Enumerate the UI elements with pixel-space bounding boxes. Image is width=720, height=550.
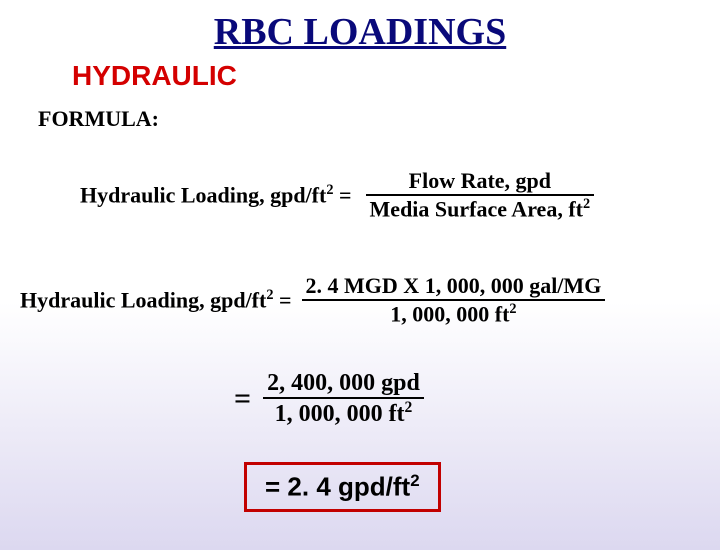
lhs-2-text: Hydraulic Loading, gpd/ft	[20, 287, 266, 312]
frac1-den-text: Media Surface Area, ft	[370, 196, 583, 221]
eq-sign-3: =	[234, 382, 251, 416]
lhs-2: Hydraulic Loading, gpd/ft2 =	[20, 287, 292, 313]
frac2-num: 2. 4 MGD X 1, 000, 000 gal/MG	[302, 273, 606, 299]
lhs-1-text: Hydraulic Loading, gpd/ft	[80, 182, 326, 207]
section-subtitle: HYDRAULIC	[72, 60, 720, 92]
frac1-den: Media Surface Area, ft2	[366, 196, 595, 222]
frac2-den: 1, 000, 000 ft2	[386, 301, 520, 327]
fraction-1: Flow Rate, gpd Media Surface Area, ft2	[366, 168, 595, 222]
lhs-2-sup: 2	[266, 287, 273, 303]
page-title: RBC LOADINGS	[0, 10, 720, 54]
lhs-1: Hydraulic Loading, gpd/ft2 =	[80, 182, 352, 208]
frac1-den-sup: 2	[583, 196, 590, 212]
result-sup: 2	[410, 471, 419, 490]
fraction-3: 2, 400, 000 gpd 1, 000, 000 ft2	[263, 370, 424, 428]
formula-row-3: = 2, 400, 000 gpd 1, 000, 000 ft2	[234, 370, 424, 428]
frac2-den-text: 1, 000, 000 ft	[390, 301, 509, 326]
fraction-2: 2. 4 MGD X 1, 000, 000 gal/MG 1, 000, 00…	[302, 273, 606, 327]
result-box: = 2. 4 gpd/ft2	[244, 462, 441, 512]
frac3-num: 2, 400, 000 gpd	[263, 370, 424, 397]
frac1-num: Flow Rate, gpd	[405, 168, 555, 194]
formula-row-1: Hydraulic Loading, gpd/ft2 = Flow Rate, …	[80, 168, 594, 222]
frac3-den-text: 1, 000, 000 ft	[275, 401, 405, 427]
formula-label: FORMULA:	[38, 106, 720, 132]
formula-row-2: Hydraulic Loading, gpd/ft2 = 2. 4 MGD X …	[20, 273, 605, 327]
result-text: = 2. 4 gpd/ft	[265, 472, 410, 502]
lhs-1-sup: 2	[326, 182, 333, 198]
frac2-den-sup: 2	[509, 301, 516, 317]
frac3-den-sup: 2	[405, 399, 413, 416]
frac3-den: 1, 000, 000 ft2	[271, 399, 417, 428]
